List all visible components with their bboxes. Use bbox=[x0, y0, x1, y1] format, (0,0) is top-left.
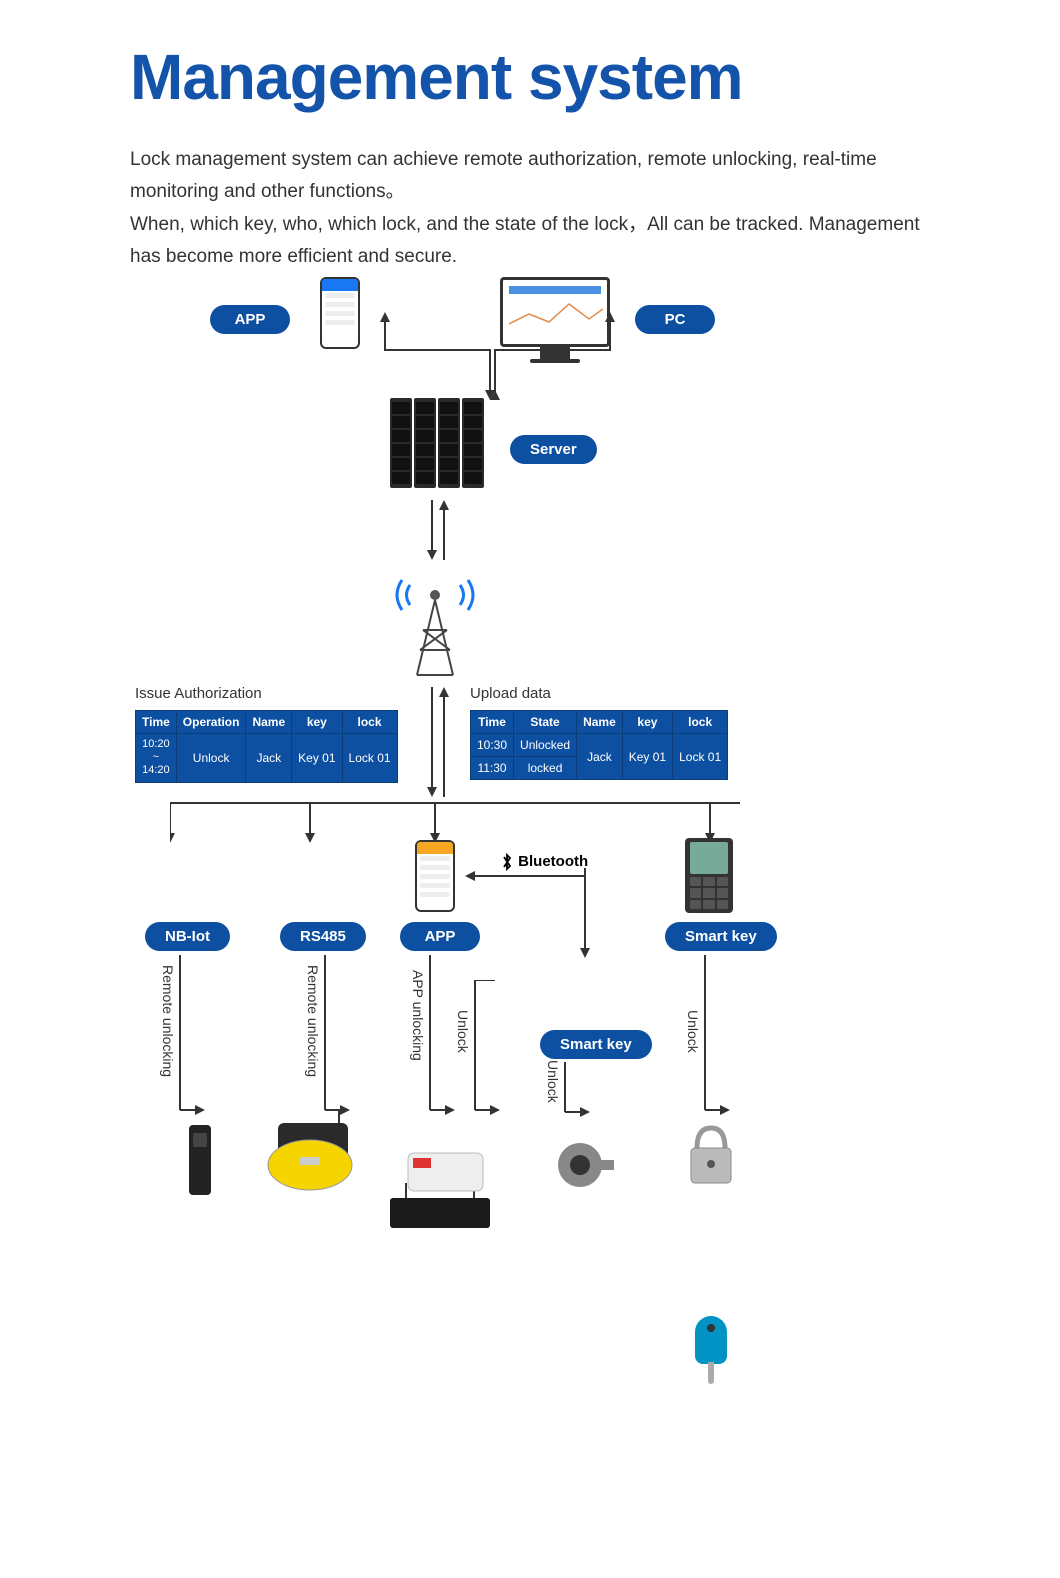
th: Name bbox=[246, 711, 292, 734]
app-label: APP bbox=[210, 305, 290, 334]
upload-table: Time State Name key lock 10:30 Unlocked … bbox=[470, 710, 728, 780]
td: Unlock bbox=[176, 734, 246, 783]
td: Lock 01 bbox=[342, 734, 397, 783]
td: Key 01 bbox=[622, 734, 672, 780]
router-icon bbox=[390, 1198, 490, 1228]
padlock-icon bbox=[680, 1125, 740, 1185]
remote-unlock-2: Remote unlocking bbox=[305, 965, 321, 1077]
th: Time bbox=[136, 711, 177, 734]
antenna-tower-icon bbox=[395, 560, 475, 685]
th: lock bbox=[673, 711, 728, 734]
desc-p2: When, which key, who, which lock, and th… bbox=[130, 209, 930, 274]
td: Jack bbox=[577, 734, 623, 780]
td: Key 01 bbox=[292, 734, 342, 783]
description: Lock management system can achieve remot… bbox=[130, 144, 930, 273]
desc-p1: Lock management system can achieve remot… bbox=[130, 144, 930, 209]
nbiot-label: NB-Iot bbox=[145, 922, 230, 951]
th: Name bbox=[577, 711, 623, 734]
td: Jack bbox=[246, 734, 292, 783]
issue-table: Time Operation Name key lock 10:20 ~ 14:… bbox=[135, 710, 398, 783]
td: 10:30 bbox=[471, 734, 514, 757]
remote-unlock-1: Remote unlocking bbox=[160, 965, 176, 1077]
unlock-2: Unlock bbox=[545, 1060, 561, 1103]
rs485-label: RS485 bbox=[280, 922, 366, 951]
phone2-icon bbox=[415, 840, 455, 912]
smartkey-label: Smart key bbox=[665, 922, 777, 951]
th: key bbox=[622, 711, 672, 734]
arrow-tower-bus bbox=[420, 682, 460, 802]
unlock-3: Unlock bbox=[685, 1010, 701, 1053]
key-fob-icon bbox=[695, 1316, 727, 1364]
page-title: Management system bbox=[130, 40, 930, 114]
connector-top bbox=[365, 300, 635, 400]
app-unlock: APP unlocking bbox=[410, 970, 426, 1061]
bluetooth-arrow bbox=[460, 868, 600, 968]
th: key bbox=[292, 711, 342, 734]
td: locked bbox=[514, 757, 577, 780]
td: Lock 01 bbox=[673, 734, 728, 780]
server-icon bbox=[390, 398, 484, 488]
phone-icon bbox=[320, 277, 360, 349]
th: lock bbox=[342, 711, 397, 734]
bus-line bbox=[170, 798, 740, 848]
td: Unlocked bbox=[514, 734, 577, 757]
arrow-server-tower bbox=[420, 495, 460, 565]
server-label: Server bbox=[510, 435, 597, 464]
lock-icon-4 bbox=[555, 1135, 615, 1195]
issue-caption: Issue Authorization bbox=[135, 685, 262, 702]
unlock-1: Unlock bbox=[455, 1010, 471, 1053]
lock-icon-2 bbox=[260, 1135, 360, 1195]
pc-label: PC bbox=[635, 305, 715, 334]
td: 10:20 ~ 14:20 bbox=[136, 734, 177, 783]
smartkey2-label: Smart key bbox=[540, 1030, 652, 1059]
upload-caption: Upload data bbox=[470, 685, 551, 702]
th: Time bbox=[471, 711, 514, 734]
smartkey-device-icon bbox=[685, 838, 733, 913]
lock-icon-1 bbox=[170, 1130, 230, 1190]
lock-icon-3 bbox=[400, 1140, 490, 1200]
th: Operation bbox=[176, 711, 246, 734]
th: State bbox=[514, 711, 577, 734]
td: 11:30 bbox=[471, 757, 514, 780]
